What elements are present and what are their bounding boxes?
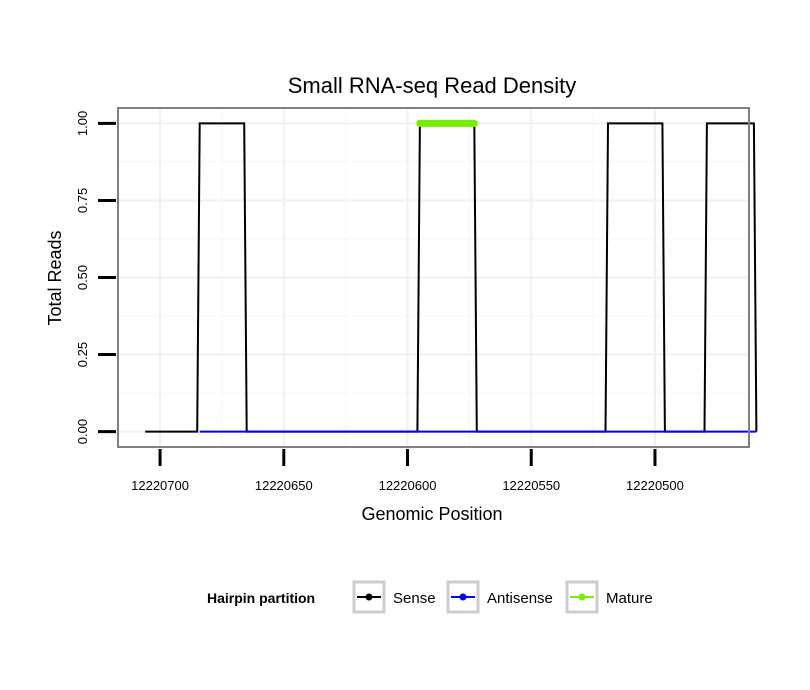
x-tick-label: 12220700 (131, 478, 189, 493)
legend-label: Antisense (487, 590, 553, 607)
legend-item-sense: Sense (352, 580, 436, 614)
x-tick-label: 12220500 (626, 478, 684, 493)
y-tick-label: 0.00 (75, 419, 90, 444)
chart-title: Small RNA-seq Read Density (288, 73, 577, 98)
x-tick-label: 12220550 (502, 478, 560, 493)
x-axis: 12220700 12220650 12220600 12220550 12220500 (131, 449, 684, 493)
legend-label: Sense (393, 590, 436, 607)
y-axis: 0.00 0.25 0.50 0.75 1.00 (75, 111, 116, 444)
x-tick-label: 12220600 (379, 478, 437, 493)
y-tick-label: 1.00 (75, 111, 90, 136)
series-mature-point (416, 119, 424, 127)
legend-item-antisense: Antisense (446, 580, 553, 614)
series-mature-point (470, 119, 478, 127)
legend-key-point (365, 593, 373, 601)
y-tick-label: 0.25 (75, 342, 90, 367)
legend-key-point (459, 593, 467, 601)
legend-key-point (578, 593, 586, 601)
x-tick-label: 12220650 (255, 478, 313, 493)
y-tick-label: 0.75 (75, 188, 90, 213)
y-tick-label: 0.50 (75, 265, 90, 290)
legend: Hairpin partition Sense Antisense Mature (207, 580, 653, 614)
legend-title: Hairpin partition (207, 590, 315, 606)
legend-item-mature: Mature (565, 580, 653, 614)
plot-panel-border (117, 107, 750, 448)
legend-label: Mature (606, 590, 653, 607)
series-layer (145, 119, 758, 433)
x-axis-title: Genomic Position (361, 504, 502, 524)
y-axis-title: Total Reads (45, 230, 65, 325)
grid (118, 108, 749, 447)
